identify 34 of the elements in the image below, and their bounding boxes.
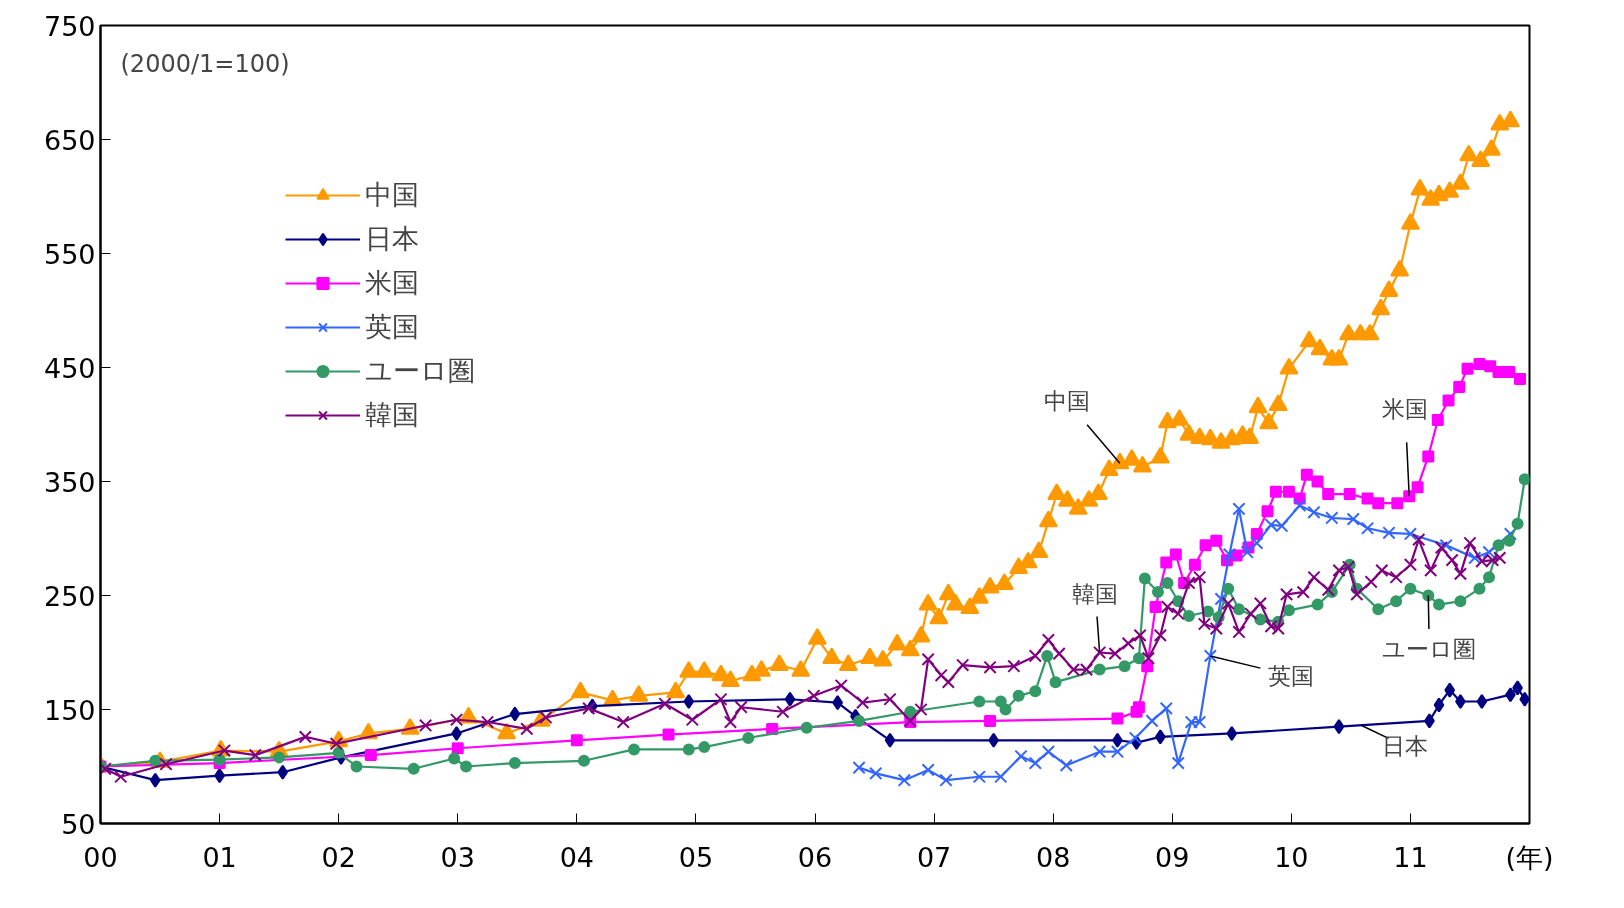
y-tick-label: 150 [43, 694, 96, 726]
y-tick-label: 550 [43, 238, 96, 270]
y-tick-label: 250 [43, 580, 96, 612]
annotation: 韓国 [1072, 581, 1119, 608]
annotation: 米国 [1382, 396, 1429, 423]
annotation: 日本 [1382, 733, 1429, 760]
x-tick-label: 06 [797, 841, 833, 873]
annotation: 英国 [1268, 662, 1315, 689]
y-tick-label: 50 [61, 808, 96, 840]
y-tick-label: 650 [43, 124, 96, 156]
x-tick-label: 08 [1035, 841, 1071, 873]
x-tick-label: 10 [1274, 841, 1309, 873]
legend-label: 中国 [365, 178, 419, 212]
x-tick-label: 03 [440, 841, 475, 873]
annotation: ユーロ圏 [1382, 636, 1477, 663]
x-tick-label: 00 [83, 841, 118, 873]
legend-label: 米国 [365, 266, 419, 300]
x-tick-label: 07 [916, 841, 952, 873]
x-tick-label: 11 [1393, 841, 1428, 873]
annotation: (2000/1=100) [120, 49, 290, 78]
y-tick-label: 350 [43, 466, 96, 498]
legend-label: 日本 [365, 222, 419, 256]
annotation: 中国 [1044, 388, 1091, 415]
y-tick-label: 750 [43, 10, 96, 42]
x-tick-label: 02 [321, 841, 356, 873]
x-tick-label: 05 [678, 841, 714, 873]
x-axis-title: (年) [1505, 841, 1554, 873]
legend-label: 英国 [365, 310, 419, 344]
legend-label: ユーロ圏 [365, 354, 475, 388]
y-tick-label: 450 [43, 352, 96, 384]
legend-label: 韓国 [365, 398, 419, 432]
x-tick-label: 01 [202, 841, 237, 873]
x-tick-label: 04 [559, 841, 595, 873]
x-tick-label: 09 [1155, 841, 1190, 873]
